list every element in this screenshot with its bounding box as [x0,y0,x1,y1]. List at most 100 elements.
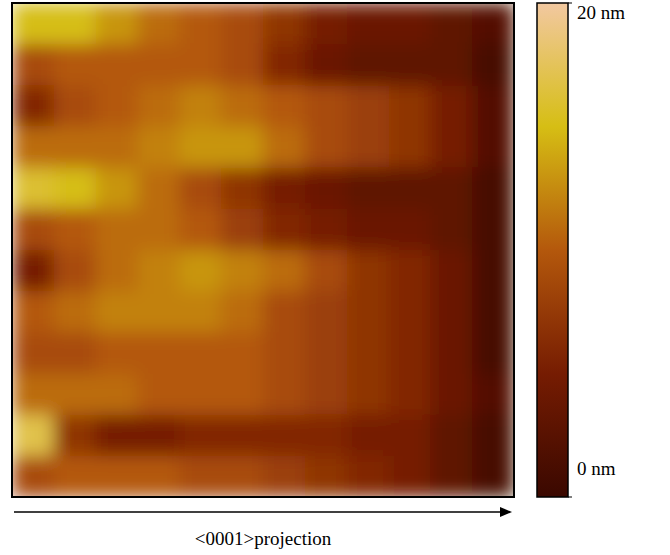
height-cell [389,291,431,333]
height-cell [472,374,514,416]
height-cell [96,44,138,86]
height-cell [305,209,347,251]
height-cell [221,168,263,210]
height-cell [430,44,472,86]
height-cell [12,209,54,251]
height-cell [12,127,54,169]
height-cell [221,127,263,169]
height-cell [305,291,347,333]
height-cell [263,44,305,86]
colorbar-tick [568,497,572,498]
height-cell [54,85,96,127]
height-cell [179,415,221,457]
height-cell [96,209,138,251]
height-cell [347,168,389,210]
height-cell [472,127,514,169]
height-cell [472,168,514,210]
height-cell [221,374,263,416]
height-cell [472,332,514,374]
height-cell [263,250,305,292]
colorbar-label: 20 nm [577,2,625,23]
height-cell [389,250,431,292]
height-cell [347,291,389,333]
height-cell [96,3,138,45]
height-cell [12,374,54,416]
height-cell [389,3,431,45]
height-cell [138,456,180,497]
height-cell [179,209,221,251]
height-cell [430,3,472,45]
height-cell [472,44,514,86]
height-cell [472,291,514,333]
height-cell [138,332,180,374]
height-cell [305,415,347,457]
height-cell [54,332,96,374]
height-cell [221,209,263,251]
height-cell [96,250,138,292]
height-cell [221,3,263,45]
height-cell [305,332,347,374]
height-cell [389,168,431,210]
height-cell [263,168,305,210]
height-cell [347,374,389,416]
height-cell [347,44,389,86]
height-cell [263,456,305,497]
height-cell [179,291,221,333]
height-cell [430,127,472,169]
height-cell [347,3,389,45]
height-cell [430,456,472,497]
height-cell [54,168,96,210]
height-cell [430,374,472,416]
height-cell [96,168,138,210]
height-cell [54,127,96,169]
height-cell [54,415,96,457]
height-cell [179,85,221,127]
height-cell [138,291,180,333]
height-cell [347,415,389,457]
height-cell [54,3,96,45]
height-cell [12,332,54,374]
height-cell [138,250,180,292]
height-cell [472,250,514,292]
height-map [12,3,514,497]
height-cell [138,44,180,86]
height-cell [263,332,305,374]
height-cell [12,44,54,86]
height-cell [347,85,389,127]
height-cell [430,415,472,457]
colorbar-label: 0 nm [577,458,616,479]
height-cell [179,374,221,416]
height-cell [389,127,431,169]
height-cell [54,44,96,86]
height-cell [96,85,138,127]
height-cell [347,456,389,497]
height-cell [96,456,138,497]
height-cell [179,127,221,169]
height-cell [430,250,472,292]
height-cell [221,332,263,374]
height-cell [305,3,347,45]
height-cell [179,456,221,497]
height-cell [263,85,305,127]
height-cell [263,291,305,333]
height-cell [179,44,221,86]
height-cell [305,456,347,497]
height-cell [347,250,389,292]
height-cells [12,3,514,497]
height-cell [12,415,54,457]
height-cell [305,168,347,210]
height-cell [430,85,472,127]
height-cell [138,168,180,210]
height-cell [221,415,263,457]
height-cell [430,168,472,210]
height-cell [263,209,305,251]
height-cell [96,127,138,169]
figure: <0001>projection0 nm20 nm [0,0,670,555]
height-cell [138,415,180,457]
colorbar [537,3,568,497]
height-cell [179,332,221,374]
height-cell [389,209,431,251]
height-cell [54,291,96,333]
height-cell [54,209,96,251]
height-cell [96,374,138,416]
